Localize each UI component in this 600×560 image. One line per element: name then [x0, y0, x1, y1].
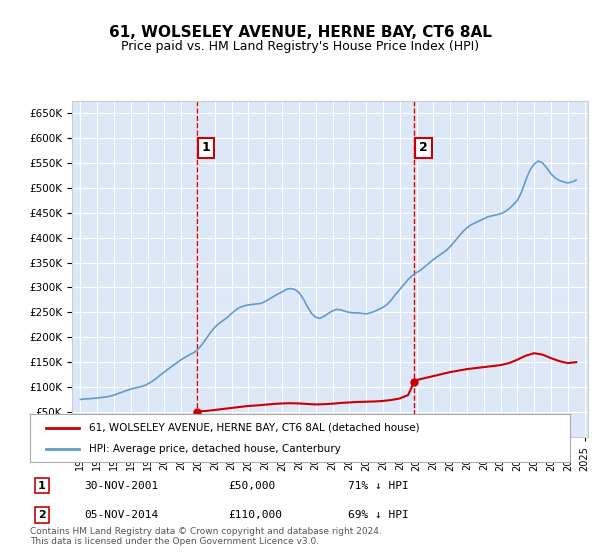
Text: 2: 2	[38, 510, 46, 520]
Text: 71% ↓ HPI: 71% ↓ HPI	[348, 480, 409, 491]
Text: £50,000: £50,000	[228, 480, 275, 491]
Text: 69% ↓ HPI: 69% ↓ HPI	[348, 510, 409, 520]
Text: Price paid vs. HM Land Registry's House Price Index (HPI): Price paid vs. HM Land Registry's House …	[121, 40, 479, 53]
Text: £110,000: £110,000	[228, 510, 282, 520]
Text: 61, WOLSELEY AVENUE, HERNE BAY, CT6 8AL: 61, WOLSELEY AVENUE, HERNE BAY, CT6 8AL	[109, 25, 491, 40]
Text: HPI: Average price, detached house, Canterbury: HPI: Average price, detached house, Cant…	[89, 444, 341, 454]
Text: 05-NOV-2014: 05-NOV-2014	[84, 510, 158, 520]
Text: 61, WOLSELEY AVENUE, HERNE BAY, CT6 8AL (detached house): 61, WOLSELEY AVENUE, HERNE BAY, CT6 8AL …	[89, 423, 420, 433]
Text: 30-NOV-2001: 30-NOV-2001	[84, 480, 158, 491]
Text: Contains HM Land Registry data © Crown copyright and database right 2024.
This d: Contains HM Land Registry data © Crown c…	[30, 526, 382, 546]
Text: 1: 1	[202, 141, 211, 155]
Text: 1: 1	[38, 480, 46, 491]
Text: 2: 2	[419, 141, 428, 155]
